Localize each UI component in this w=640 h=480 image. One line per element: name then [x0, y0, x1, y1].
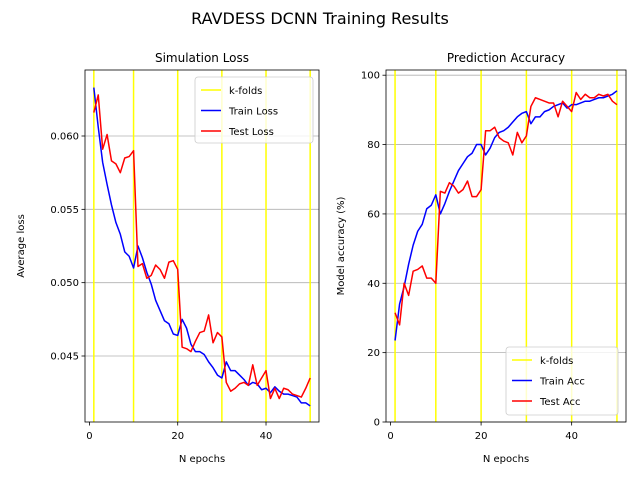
- legend-frame: [194, 76, 314, 144]
- legend: k-folds Train Acc Test Acc: [505, 346, 619, 416]
- legend-label-test-loss: Test Loss: [228, 127, 274, 138]
- axes-frame: [385, 69, 627, 423]
- axes-frame: [84, 69, 320, 423]
- x-tick-label: 20: [171, 431, 184, 442]
- series-line-test-acc: [394, 91, 618, 326]
- loss-panel: 0 20 40 0.045 0.050 0.055 0.060 Simulation Loss…: [16, 51, 320, 465]
- legend-label-k-folds: k-folds: [540, 356, 573, 367]
- y-axis-label: Average loss: [16, 214, 27, 278]
- y-tick-label: 20: [367, 348, 380, 359]
- x-tick-label: 40: [260, 431, 273, 442]
- y-tick-label: 0.060: [50, 132, 79, 143]
- x-tick-label: 20: [475, 431, 488, 442]
- x-axis-label: N epochs: [483, 454, 529, 465]
- legend-label-test-acc: Test Acc: [539, 397, 581, 408]
- figure-suptitle: RAVDESS DCNN Training Results: [191, 9, 449, 28]
- y-tick-label: 0: [374, 418, 380, 429]
- chart-title: Prediction Accuracy: [447, 51, 565, 65]
- series-line-test-loss: [93, 94, 311, 400]
- y-tick-label: 0.050: [50, 278, 79, 289]
- y-tick-label: 60: [367, 209, 380, 220]
- x-tick-label: 0: [387, 431, 393, 442]
- x-axis-label: N epochs: [179, 454, 225, 465]
- x-tick-label: 0: [86, 431, 92, 442]
- legend-label-train-acc: Train Acc: [539, 377, 585, 388]
- series-line-train-loss: [93, 87, 311, 407]
- y-tick-label: 100: [361, 71, 380, 82]
- y-tick-label: 0.045: [50, 352, 79, 363]
- legend-label-train-loss: Train Loss: [228, 107, 278, 118]
- series-line-train-acc: [394, 90, 618, 341]
- y-tick-label: 0.055: [50, 205, 79, 216]
- y-axis-label: Model accuracy (%): [336, 197, 347, 296]
- legend: k-folds Train Loss Test Loss: [194, 76, 314, 144]
- x-tick-label: 40: [565, 431, 578, 442]
- legend-label-k-folds: k-folds: [229, 86, 262, 97]
- chart-title: Simulation Loss: [155, 51, 249, 65]
- y-tick-label: 80: [367, 140, 380, 151]
- legend-frame: [505, 346, 619, 416]
- accuracy-panel: 0 20 40 0 20 40 60 80 100 Prediction Accuracy N ep…: [336, 51, 627, 465]
- y-tick-label: 40: [367, 279, 380, 290]
